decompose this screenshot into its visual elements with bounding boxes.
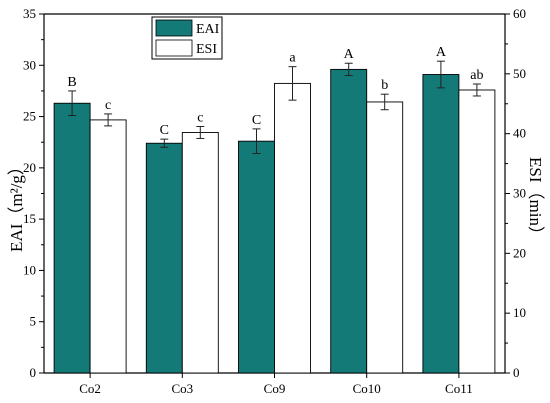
x-tick-label: Co2 bbox=[79, 381, 101, 396]
significance-label: b bbox=[381, 78, 388, 93]
x-axis-ticks: Co2 Co3 Co9 Co10 Co11 bbox=[79, 373, 473, 396]
significance-label: c bbox=[197, 110, 203, 125]
legend-label-eai: EAI bbox=[196, 22, 220, 37]
bar-esi-co3 bbox=[181, 132, 219, 374]
y-tick-label: 5 bbox=[30, 314, 37, 329]
significance-label: A bbox=[344, 47, 355, 62]
bar-eai-co9 bbox=[238, 140, 275, 374]
y2-tick-label: 60 bbox=[513, 6, 526, 21]
bar-eai-co3 bbox=[145, 142, 183, 374]
significance-label: B bbox=[67, 75, 76, 90]
y2-tick-label: 0 bbox=[513, 365, 520, 380]
y2-tick-label: 30 bbox=[513, 186, 526, 201]
right-axis-ticks: 0 10 20 30 40 50 60 bbox=[505, 6, 526, 380]
y-tick-label: 35 bbox=[23, 6, 36, 21]
bar-esi-co9 bbox=[274, 82, 311, 374]
y-tick-label: 30 bbox=[23, 57, 36, 72]
y2-tick-label: 50 bbox=[513, 66, 526, 81]
bar-eai-co11 bbox=[422, 74, 460, 374]
bar-esi-co2 bbox=[89, 119, 127, 374]
x-tick-label: Co9 bbox=[264, 381, 286, 396]
significance-label: ab bbox=[470, 68, 483, 83]
significance-label: c bbox=[105, 98, 111, 113]
y2-tick-label: 40 bbox=[513, 126, 526, 141]
y-tick-label: 25 bbox=[23, 109, 36, 124]
significance-label: a bbox=[289, 51, 296, 66]
y-tick-label: 0 bbox=[30, 365, 37, 380]
y2-tick-label: 20 bbox=[513, 245, 526, 260]
legend-label-esi: ESI bbox=[196, 42, 217, 57]
y-axis-title: EAI（m²/g） bbox=[7, 158, 26, 252]
significance-label: A bbox=[436, 45, 447, 60]
y-tick-label: 10 bbox=[23, 262, 36, 277]
y-tick-label: 15 bbox=[23, 211, 36, 226]
legend-swatch-esi bbox=[155, 39, 193, 57]
x-tick-label: Co10 bbox=[353, 381, 381, 396]
y2-tick-label: 10 bbox=[513, 305, 526, 320]
legend-swatch-eai bbox=[155, 19, 193, 37]
bar-eai-co2 bbox=[53, 102, 91, 374]
x-tick-label: Co3 bbox=[171, 381, 193, 396]
bar-eai-co10 bbox=[330, 68, 368, 374]
bars: Bc Cc Ca Ab Aab bbox=[53, 45, 496, 374]
bar-esi-co11 bbox=[458, 89, 496, 374]
x-tick-label: Co11 bbox=[445, 381, 473, 396]
significance-label: C bbox=[160, 123, 169, 138]
legend: EAI ESI bbox=[151, 16, 223, 60]
bar-esi-co10 bbox=[366, 101, 404, 374]
y-tick-label: 20 bbox=[23, 160, 36, 175]
y2-axis-title: ESI（min） bbox=[526, 157, 545, 243]
significance-label: C bbox=[252, 113, 261, 128]
left-axis-ticks: 0 5 10 15 20 25 30 35 bbox=[23, 6, 44, 380]
